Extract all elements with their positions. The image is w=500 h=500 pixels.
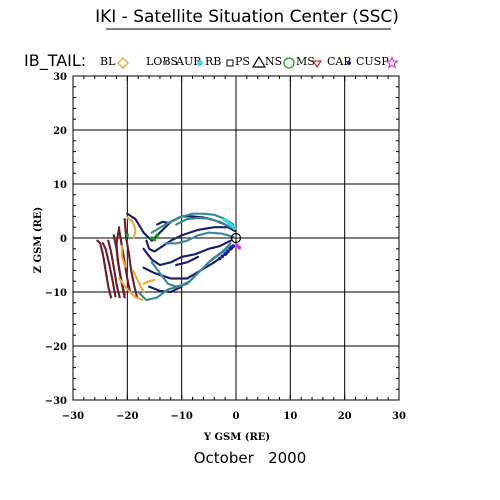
x-tick-label: 20 (338, 411, 352, 422)
legend-marker (163, 61, 167, 65)
x-tick-label: 30 (392, 411, 406, 422)
data-point (237, 245, 242, 250)
legend-marker (311, 60, 323, 69)
y-tick-label: 30 (53, 72, 67, 83)
data-point (220, 254, 225, 259)
x-tick-label: 0 (233, 411, 240, 422)
trajectory-line (164, 231, 235, 245)
data-point (222, 217, 227, 222)
date-footer: October 2000 (194, 449, 307, 467)
x-tick-label: −10 (171, 411, 193, 422)
chart-title: IKI - Satellite Situation Center (SSC) (95, 7, 399, 27)
trajectory-line (156, 220, 170, 226)
trajectory-line (131, 269, 145, 294)
earth-marker (230, 232, 242, 244)
legend-label: PS (235, 55, 250, 68)
legend-marker (226, 59, 234, 67)
legend-label: LOBS (146, 55, 178, 68)
trajectory-line (175, 216, 232, 229)
legend-label: CUSP (356, 55, 389, 68)
trajectory-line (145, 226, 238, 253)
x-tick-label: 10 (283, 411, 297, 422)
series-cusp (235, 243, 242, 250)
y-tick-label: −30 (45, 396, 67, 407)
data-point (229, 245, 234, 250)
series-bl (118, 216, 156, 302)
series-cap (217, 244, 236, 261)
legend-label: RB (205, 55, 221, 68)
y-tick-label: 10 (53, 180, 67, 191)
series-ms (96, 218, 139, 299)
data-point (224, 251, 229, 255)
legend-label: AUR (175, 55, 202, 68)
legend-label: CAP (327, 55, 351, 68)
trajectory-line (175, 255, 200, 267)
data-point (232, 226, 237, 231)
trajectory-line (107, 239, 121, 299)
trajectory-line (137, 242, 232, 302)
legend-marker (197, 60, 203, 66)
legend-marker (283, 57, 295, 69)
data-point (125, 233, 130, 238)
trajectory-line (150, 212, 235, 234)
legend-marker (251, 55, 267, 68)
legend-marker (347, 61, 351, 65)
y-axis-label: Z GSM (RE) (33, 207, 44, 274)
y-tick-label: −20 (45, 342, 67, 353)
data-point (152, 237, 157, 242)
legend-marker (385, 55, 399, 69)
series-ib-tail-teal (137, 212, 235, 302)
trajectory-line (120, 245, 127, 269)
trajectory-line (142, 239, 232, 267)
series-ns (125, 233, 160, 242)
plot-label: IB_TAIL: (24, 51, 86, 71)
trajectory-line (126, 216, 137, 240)
x-tick-label: −20 (116, 411, 138, 422)
y-tick-label: 0 (60, 234, 67, 245)
y-tick-label: −10 (45, 288, 67, 299)
data-point (149, 236, 154, 240)
ticks (72, 75, 400, 401)
legend-label: MS (296, 55, 315, 68)
y-tick-labels: −30 −20 −10 0 10 20 30 (45, 72, 67, 407)
trajectory-line (96, 239, 113, 299)
trajectory-line (101, 242, 117, 298)
data-point (155, 233, 160, 238)
legend-label: NS (265, 55, 282, 68)
data-point (217, 256, 222, 261)
x-tick-labels: −30 −20 −10 0 10 20 30 (62, 411, 406, 422)
x-tick-label: −30 (62, 411, 84, 422)
y-tick-label: 20 (53, 126, 67, 137)
series-aur (222, 217, 237, 231)
legend-label: BL (100, 55, 116, 68)
x-axis-label: Y GSM (RE) (203, 432, 270, 443)
trajectory-line (142, 279, 156, 285)
data-layer (96, 212, 242, 302)
legend-marker (116, 56, 130, 70)
trajectory-line (118, 277, 145, 302)
